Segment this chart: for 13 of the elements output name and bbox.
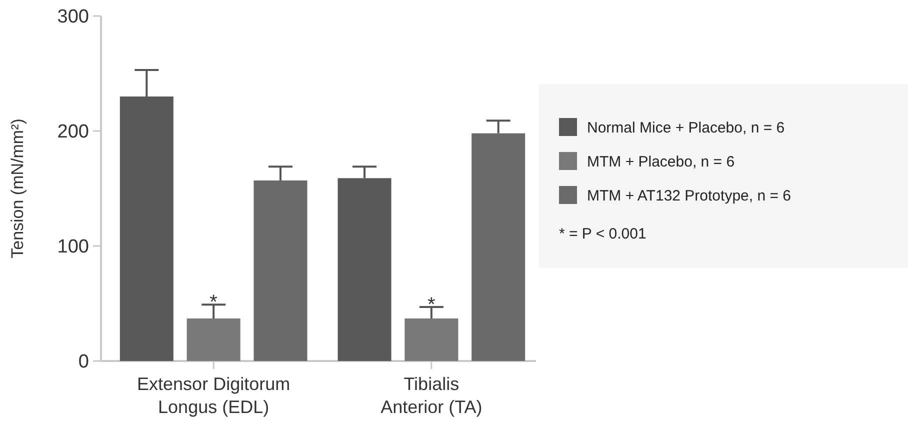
y-tick-label: 300 xyxy=(57,6,89,28)
y-tick-label: 100 xyxy=(57,236,89,258)
legend-label: MTM + Placebo, n = 6 xyxy=(587,153,735,170)
annotation: * xyxy=(428,294,436,316)
text: * = P < 0.001 xyxy=(559,225,646,242)
x-tick-label: Tibialis Anterior (TA) xyxy=(380,374,482,417)
x-tick-label: Extensor Digitorum Longus (EDL) xyxy=(137,374,290,417)
annotation: * xyxy=(210,292,218,314)
legend-label: MTM + AT132 Prototype, n = 6 xyxy=(587,187,791,204)
y-tick-label: 0 xyxy=(78,352,89,373)
legend-label: Normal Mice + Placebo, n = 6 xyxy=(587,119,785,136)
y-axis-title: Tension (mN/mm²) xyxy=(8,118,27,258)
y-tick-label: 200 xyxy=(57,122,89,143)
